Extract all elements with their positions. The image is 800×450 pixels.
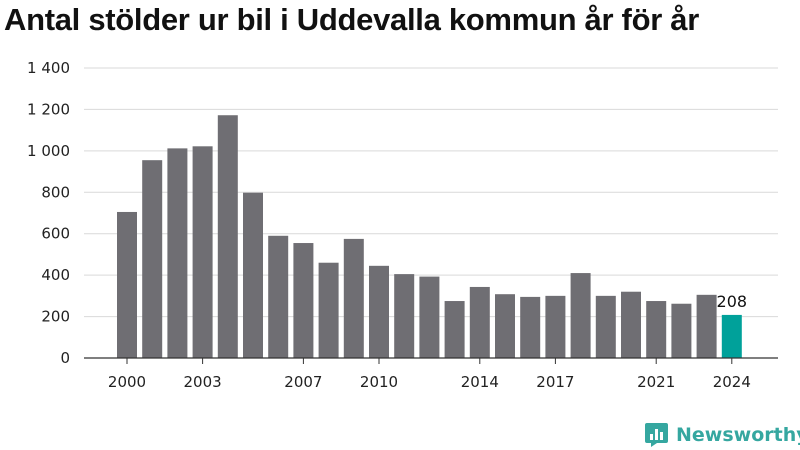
y-tick-label: 0 (60, 349, 70, 367)
x-tick-label: 2007 (284, 373, 322, 391)
x-tick-label: 2000 (108, 373, 146, 391)
x-tick-label: 2021 (637, 373, 675, 391)
data-label: 208 (717, 292, 748, 311)
y-tick-label: 1 200 (27, 100, 70, 118)
bar-2019 (595, 295, 616, 358)
y-tick-label: 400 (41, 266, 70, 284)
bar-2013 (444, 301, 465, 358)
bar-2002 (167, 148, 188, 358)
brand-logo: Newsworthy (644, 420, 800, 450)
bar-2017 (545, 295, 566, 358)
bars (117, 115, 742, 358)
y-axis-ticks: 0 200 400 600 800 1 000 1 200 1 400 (27, 59, 70, 367)
bar-2016 (520, 296, 541, 358)
y-tick-label: 1 000 (27, 142, 70, 160)
bar-2015 (495, 294, 515, 358)
bar-2009 (343, 238, 364, 358)
bar-2007 (293, 243, 314, 358)
bar-2005 (243, 192, 263, 358)
y-tick-label: 600 (41, 225, 70, 243)
brand-name: Newsworthy (676, 424, 800, 446)
x-tick-label: 2010 (360, 373, 398, 391)
bar-2000 (117, 211, 137, 358)
bar-2024 (721, 314, 742, 358)
bar-2023 (696, 294, 717, 358)
y-tick-label: 200 (41, 308, 70, 326)
bar-2022 (671, 303, 692, 358)
y-tick-label: 1 400 (27, 59, 70, 77)
bar-2011 (394, 274, 415, 358)
bar-2006 (268, 235, 289, 358)
x-axis-ticks: 2000 2003 2007 2010 2014 2017 2021 2024 (108, 358, 751, 391)
chart-title: Antal stölder ur bil i Uddevalla kommun … (4, 2, 700, 37)
data-labels: 208 (717, 292, 748, 311)
x-tick-label: 2017 (536, 373, 574, 391)
bar-2001 (142, 160, 163, 358)
x-tick-label: 2014 (461, 373, 499, 391)
bar-2008 (318, 262, 339, 358)
bar-2020 (621, 291, 641, 358)
bar-2003 (192, 146, 213, 358)
bar-2021 (646, 301, 667, 358)
bar-2018 (570, 273, 591, 358)
bar-2014 (469, 286, 490, 358)
y-tick-label: 800 (41, 183, 70, 201)
x-tick-label: 2024 (713, 373, 751, 391)
x-tick-label: 2003 (184, 373, 222, 391)
bar-2010 (369, 265, 389, 358)
bar-2004 (217, 115, 238, 358)
newsworthy-logo-icon (645, 423, 668, 447)
bar-2012 (419, 276, 440, 358)
